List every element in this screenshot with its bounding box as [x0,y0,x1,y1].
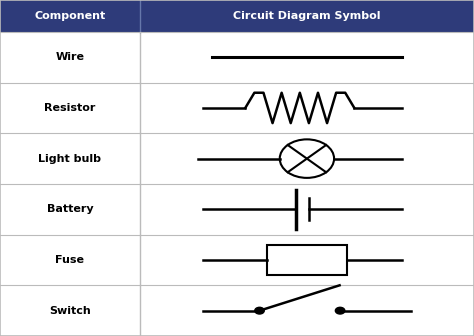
Bar [0,83,474,133]
Text: Resistor: Resistor [44,103,96,113]
Bar [0,235,474,285]
Text: Fuse: Fuse [55,255,84,265]
Circle shape [255,307,264,314]
Bar [0,32,474,83]
Bar [0,285,474,336]
Text: Battery: Battery [46,204,93,214]
Text: Light bulb: Light bulb [38,154,101,164]
Text: Circuit Diagram Symbol: Circuit Diagram Symbol [233,11,381,21]
Bar [266,245,347,275]
Bar [0,133,474,184]
Text: Wire: Wire [55,52,84,62]
Text: Component: Component [34,11,106,21]
Bar [0,184,474,235]
Bar [0,0,474,32]
Text: Switch: Switch [49,306,91,316]
Circle shape [336,307,345,314]
